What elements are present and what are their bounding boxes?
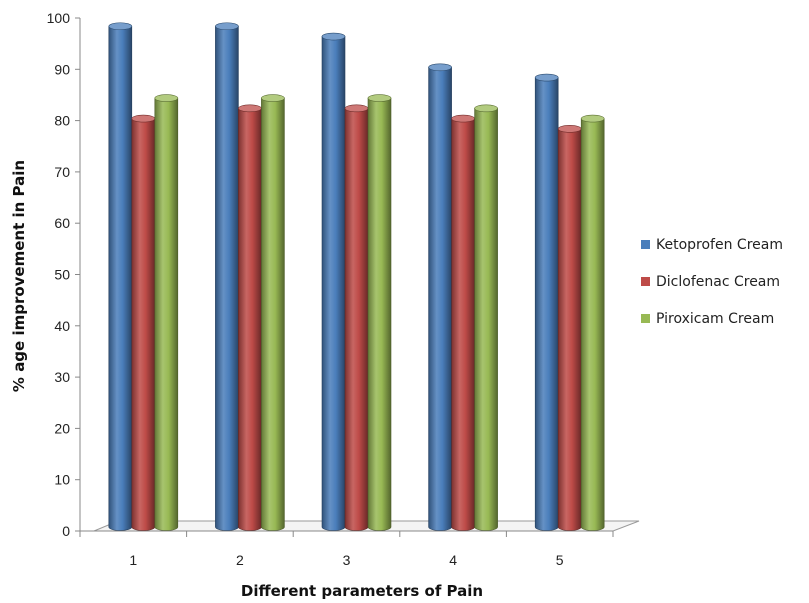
bar	[428, 63, 452, 531]
legend-swatch	[641, 277, 650, 286]
y-tick-label: 50	[54, 267, 70, 283]
y-tick-label: 40	[54, 318, 70, 334]
legend-label: Diclofenac Cream	[656, 274, 780, 290]
legend-swatch	[641, 240, 650, 249]
legend-label: Ketoprofen Cream	[656, 237, 783, 253]
bar	[557, 125, 582, 531]
bar	[321, 32, 346, 531]
y-tick-label: 70	[54, 164, 70, 180]
x-tick-label: 3	[343, 552, 351, 568]
x-tick-label: 1	[129, 552, 137, 568]
bar	[215, 22, 239, 531]
bar	[108, 22, 133, 531]
chart-axes	[75, 17, 614, 537]
bars	[108, 22, 605, 531]
y-tick-label: 80	[54, 113, 70, 129]
y-tick-label: 100	[47, 10, 71, 26]
x-tick-label: 2	[236, 552, 244, 568]
tick-labels: 0 10 20 30 40 50 60 70 80 90 100 1 2 3 4 5	[47, 10, 564, 568]
bar	[474, 104, 498, 531]
y-tick-label: 20	[54, 420, 70, 436]
x-tick-label: 5	[556, 552, 564, 568]
bar	[131, 114, 156, 531]
y-tick-label: 30	[54, 369, 70, 385]
y-tick-label: 10	[54, 472, 70, 488]
bar	[451, 114, 475, 531]
bar	[261, 94, 285, 531]
legend: Ketoprofen Cream Diclofenac Cream Piroxica…	[641, 237, 783, 327]
y-tick-label: 60	[54, 215, 70, 231]
y-axis-title: % age improvement in Pain	[10, 160, 28, 392]
x-axis-title: Different parameters of Pain	[241, 582, 483, 600]
bar	[154, 94, 179, 531]
bar	[238, 104, 262, 531]
legend-swatch	[641, 314, 650, 323]
bar	[534, 73, 559, 531]
y-tick-label: 90	[54, 61, 70, 77]
bar	[367, 94, 392, 531]
legend-label: Piroxicam Cream	[656, 311, 774, 327]
y-tick-label: 0	[62, 523, 70, 539]
x-tick-label: 4	[449, 552, 457, 568]
bar	[580, 114, 605, 531]
bar	[344, 104, 369, 531]
